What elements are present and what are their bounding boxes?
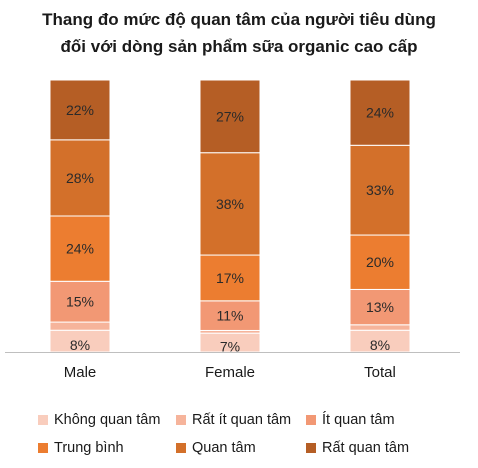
legend-label-2: Ít quan tâm [322,412,395,428]
legend-label-4: Quan tâm [192,440,256,456]
legend-swatch-5 [306,443,316,453]
chart-title-line-2: đối với dòng sản phẩm sữa organic cao cấ… [60,37,418,56]
bar-segment-male-1 [49,321,111,331]
bar-segment-total-2 [349,288,411,326]
bar-segment-female-3 [199,254,261,302]
data-label-female-5: 27% [216,108,244,124]
category-label-male: Male [64,364,97,381]
category-label-female: Female [205,364,255,381]
bar-segment-female-2 [199,300,261,331]
data-label-female-0: 7% [220,339,240,355]
chart-title-line-1: Thang đo mức độ quan tâm của người tiêu … [42,10,436,29]
data-label-male-3: 24% [66,241,94,257]
legend-swatch-3 [38,443,48,453]
legend-label-5: Rất quan tâm [322,440,410,456]
data-label-total-5: 24% [366,105,394,121]
bar-segment-female-5 [199,79,261,154]
legend-swatch-4 [176,443,186,453]
legend-item-5: Rất quan tâm [306,440,409,456]
data-label-male-2: 15% [66,294,94,310]
data-label-female-3: 17% [216,270,244,286]
legend-item-0: Không quan tâm [38,412,160,428]
data-label-male-5: 22% [66,102,94,118]
legend-item-4: Quan tâm [176,440,256,456]
legend-item-3: Trung bình [38,440,124,456]
data-label-female-2: 11% [217,308,244,324]
data-label-total-3: 20% [366,254,394,270]
bar-segment-male-3 [49,215,111,282]
legend-label-1: Rất ít quan tâm [192,412,292,428]
bar-segment-male-5 [49,79,111,141]
legend-item-2: Ít quan tâm [306,412,395,428]
category-label-total: Total [364,364,396,381]
data-label-female-4: 38% [216,196,244,212]
chart-title: Thang đo mức độ quan tâm của người tiêu … [0,6,478,60]
data-label-total-4: 33% [366,182,394,198]
legend-label-0: Không quan tâm [54,412,161,428]
data-label-male-4: 28% [66,170,94,186]
legend-label-3: Trung bình [54,440,124,456]
bar-segment-total-4 [349,144,411,236]
bar-segment-female-4 [199,152,261,256]
data-label-total-2: 13% [366,299,394,315]
legend-item-1: Rất ít quan tâm [176,412,291,428]
data-label-male-0: 8% [70,337,90,353]
stacked-bar-chart: 8% 15% 24% 28% 22% Male 7% 11% 17% 38% 27% Female 8%… [5,79,460,381]
bar-segment-total-3 [349,234,411,290]
legend-swatch-2 [306,415,316,425]
bar-segment-total-5 [349,79,411,146]
data-label-total-0: 8% [370,337,390,353]
bar-segment-male-4 [49,139,111,217]
bar-segment-total-1 [349,324,411,331]
legend-swatch-1 [176,415,186,425]
legend-swatch-0 [38,415,48,425]
